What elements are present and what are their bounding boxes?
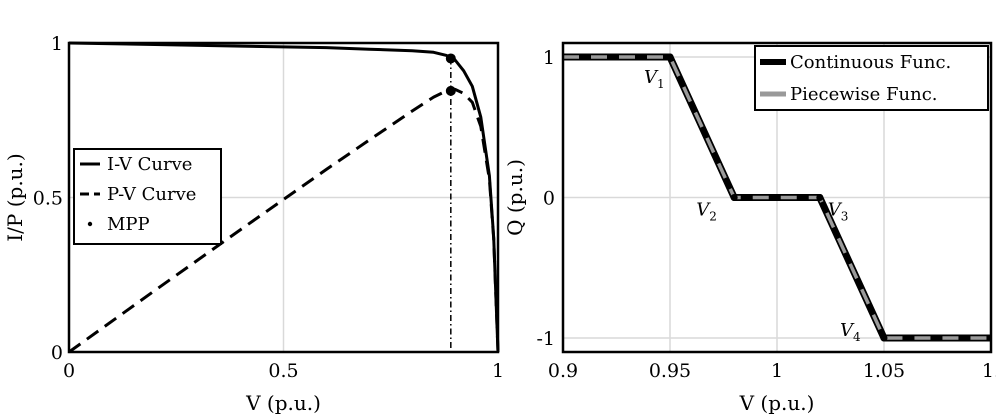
breakpoint-dot [666,53,674,61]
left-ticks: 0 0.5 1 0 0.5 1 [33,33,504,382]
right-xtick-label: 1.05 [863,360,905,382]
left-plot-frame [67,41,500,354]
legend-label-piecewise: Piecewise Func. [790,84,938,105]
right-ylabel: Q (p.u.) [503,159,527,236]
left-xlabel: V (p.u.) [245,391,321,415]
right-ytick-label: -1 [536,328,555,350]
left-xtick-label: 1 [492,360,504,382]
right-xtick-label: 0.9 [548,360,578,382]
pv-curve-line [68,87,500,354]
right-ytick-label: 1 [543,47,555,69]
breakpoint-dot [816,194,824,201]
right-legend: Continuous Func. Piecewise Func. [754,45,989,111]
mpp-point [445,85,456,96]
left-xtick-label: 0 [63,360,75,382]
left-ytick-label: 0 [51,342,63,364]
legend-marker-mpp [87,221,93,227]
right-series [563,53,991,342]
breakpoint-label-v2: V2 [696,200,717,224]
breakpoint-dot [730,194,738,201]
legend-label-pv: P-V Curve [107,184,196,205]
breakpoint-label-v3: V3 [828,200,849,224]
legend-label-continuous: Continuous Func. [790,52,951,73]
right-panel: 0.9 0.95 1 1.05 1. -1 0 1 V1 V2 V3 V4 V (p.u.) Q (… [503,41,996,415]
legend-label-iv: I-V Curve [107,154,192,175]
left-xtick-label: 0.5 [268,360,298,382]
right-xtick-label: 1 [771,360,783,382]
right-plot-frame [561,41,993,354]
right-annotations: V1 V2 V3 V4 [644,67,861,344]
iv-curve-line [68,41,500,353]
breakpoint-label-v1: V1 [644,67,665,91]
breakpoint-label-v4: V4 [840,320,861,344]
mpp-point [445,53,456,64]
right-xtick-label: 1. [982,360,996,382]
right-ytick-label: 0 [543,188,555,210]
left-panel: 0 0.5 1 0 0.5 1 V (p.u.) I/P (p.u.) I-V Curve… [3,33,504,415]
left-ytick-label: 1 [51,33,63,55]
legend-label-mpp: MPP [107,214,150,235]
right-legend-box [754,45,989,111]
right-xlabel: V (p.u.) [739,391,815,415]
left-ytick-label: 0.5 [33,188,63,210]
right-xtick-label: 0.95 [649,360,691,382]
left-series [68,41,500,354]
breakpoint-dot [880,334,888,342]
right-ticks: 0.9 0.95 1 1.05 1. -1 0 1 [536,47,996,382]
left-ylabel: I/P (p.u.) [3,153,27,241]
piecewise-func-line [563,55,991,340]
left-legend: I-V Curve P-V Curve MPP [73,148,222,245]
